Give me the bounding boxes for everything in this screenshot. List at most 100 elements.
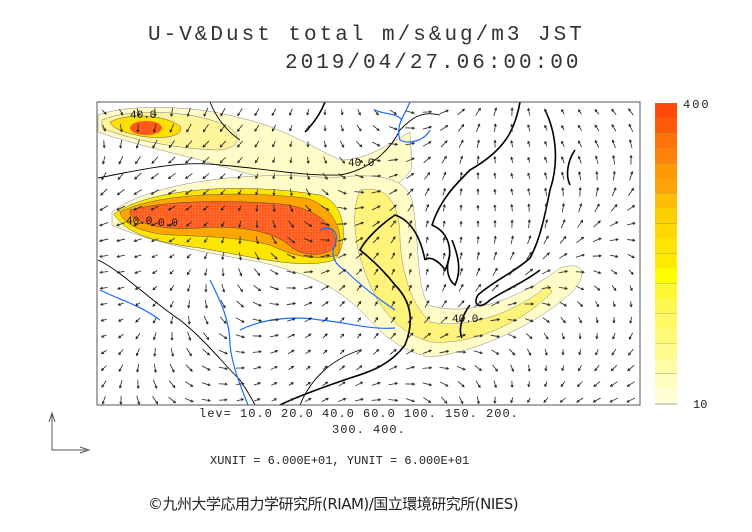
wind-arrow: [304, 221, 313, 227]
wind-arrow: [168, 396, 177, 404]
colorbar-swatch: [655, 388, 677, 405]
wind-arrow: [490, 301, 500, 307]
wind-arrow: [405, 365, 416, 370]
wind-arrow: [203, 221, 209, 227]
dust-core-northwest: [130, 121, 162, 135]
plot-datetime: 2019/04/27.06:00:00: [285, 52, 582, 75]
wind-arrow: [219, 398, 228, 402]
wind-arrow: [629, 316, 633, 324]
wind-arrow: [271, 382, 278, 386]
wind-arrow: [186, 237, 192, 243]
wind-arrow: [609, 397, 619, 403]
wind-arrow: [442, 171, 447, 180]
wind-arrow: [629, 170, 634, 181]
wind-arrow: [508, 333, 517, 339]
wind-arrow: [272, 220, 277, 229]
wind-arrow: [204, 299, 208, 309]
wind-arrow: [628, 138, 633, 149]
wind-arrow: [119, 108, 124, 116]
wind-arrow: [339, 140, 345, 148]
wind-arrow: [152, 286, 158, 291]
wind-arrow: [305, 381, 311, 386]
wind-arrow: [629, 154, 633, 165]
wind-arrow: [373, 252, 379, 260]
wind-arrow: [150, 238, 159, 243]
wind-arrow: [119, 395, 123, 405]
wind-arrow: [391, 284, 395, 291]
wind-arrow: [372, 365, 381, 371]
wind-arrow: [356, 300, 362, 307]
wind-arrow: [388, 173, 399, 178]
colorbar-swatch: [655, 178, 677, 194]
wind-arrow: [237, 157, 243, 164]
wind-arrow: [287, 317, 296, 322]
wind-arrow: [99, 286, 108, 290]
wind-arrow: [252, 334, 263, 338]
wind-arrow: [373, 268, 379, 276]
wind-arrow: [371, 158, 382, 163]
wind-arrow: [405, 382, 416, 386]
wind-arrow: [185, 364, 193, 372]
wind-arrow: [116, 270, 125, 274]
colorbar-swatch: [655, 238, 677, 254]
colorbar-swatch: [655, 298, 677, 314]
wind-arrow: [577, 155, 582, 164]
wind-arrow: [255, 220, 259, 229]
wind-arrow: [269, 269, 279, 275]
wind-arrow: [493, 188, 497, 195]
wind-arrow: [594, 203, 600, 213]
wind-arrow: [338, 284, 346, 291]
wind-arrow: [422, 141, 432, 147]
wind-arrow: [405, 398, 416, 403]
wind-arrow: [305, 188, 311, 197]
wind-arrow: [424, 300, 430, 308]
wind-arrow: [323, 156, 328, 165]
wind-arrow: [354, 190, 365, 194]
wind-arrow: [101, 396, 106, 405]
wind-arrow: [423, 332, 432, 339]
wind-arrow: [475, 107, 481, 116]
wind-arrow: [338, 381, 346, 387]
wind-arrow: [578, 316, 582, 324]
wind-arrow: [627, 365, 635, 372]
wind-arrow: [561, 156, 565, 164]
wind-arrow: [561, 124, 565, 131]
wind-arrow: [185, 156, 193, 164]
wind-arrow: [440, 396, 448, 404]
wind-arrow: [150, 205, 159, 211]
wind-arrow: [186, 107, 191, 118]
wind-arrow: [354, 174, 364, 179]
wind-arrow: [203, 107, 209, 117]
wind-arrow: [527, 124, 531, 132]
wind-arrow: [134, 270, 142, 274]
wind-arrow: [286, 253, 296, 259]
colorbar-swatch: [655, 163, 677, 179]
wind-arrow: [272, 157, 276, 164]
wind-arrow: [476, 251, 480, 260]
wind-arrow: [425, 203, 430, 212]
wind-arrow: [611, 139, 616, 148]
wind-arrow: [388, 189, 398, 195]
wind-arrow: [136, 108, 140, 117]
wind-arrow: [560, 219, 566, 229]
wind-arrow: [117, 302, 124, 306]
wind-arrow: [322, 365, 328, 371]
wind-arrow: [626, 221, 636, 226]
copyright-credit: ©九州大学応用力学研究所(RIAM)/国立環境研究所(NIES): [148, 495, 519, 513]
wind-arrow: [253, 268, 261, 276]
wind-arrow: [527, 107, 531, 116]
wind-arrow: [219, 140, 227, 148]
wind-arrow: [152, 123, 157, 133]
wind-arrow: [355, 252, 363, 259]
map-frame: [96, 101, 641, 406]
wind-arrow: [543, 397, 549, 403]
wind-arrow: [594, 155, 599, 165]
wind-arrow: [305, 349, 312, 355]
wind-arrow: [238, 189, 242, 196]
wind-arrow: [458, 283, 464, 292]
wind-arrow: [592, 397, 601, 403]
wind-arrow: [288, 220, 295, 228]
wind-arrow: [577, 124, 582, 131]
wind-arrow: [561, 349, 565, 356]
wind-arrow: [595, 333, 599, 340]
